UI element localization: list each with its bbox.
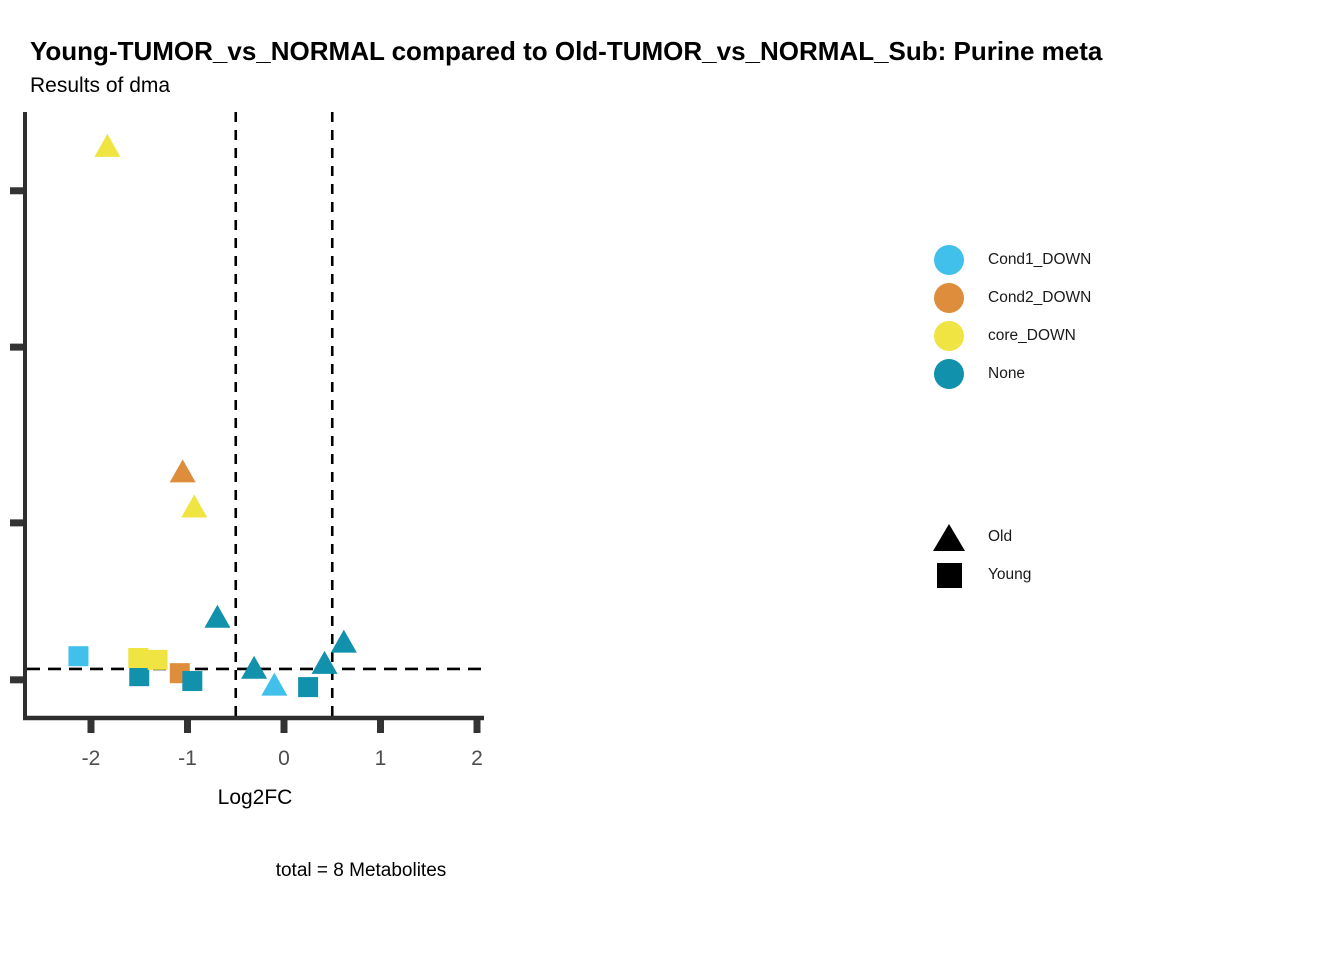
data-point-triangle: [261, 672, 288, 696]
data-point-triangle: [330, 629, 357, 653]
data-point-square: [298, 677, 319, 698]
legend-color-swatch: [934, 283, 964, 313]
color-legend-row: core_DOWN: [934, 317, 1091, 355]
data-point-square: [182, 671, 203, 692]
square-icon: [934, 562, 964, 588]
x-axis-title: Log2FC: [217, 786, 293, 809]
data-point-square: [68, 646, 89, 667]
shape-legend-row: Young: [934, 556, 1031, 594]
data-point-triangle: [94, 133, 121, 157]
plot-caption: total = 8 Metabolites: [275, 860, 447, 881]
shape-legend-row: Old: [933, 518, 1031, 556]
x-tick-label: 0: [278, 747, 290, 770]
legend-color-swatch: [934, 359, 964, 389]
x-tick-label: -2: [82, 747, 101, 770]
legend-label: Cond2_DOWN: [988, 289, 1092, 306]
plot-subtitle: Results of dma: [30, 74, 171, 97]
plot-title: Young-TUMOR_vs_NORMAL compared to Old-TU…: [30, 36, 1103, 66]
data-point-triangle: [181, 494, 208, 518]
legend-label: core_DOWN: [988, 327, 1076, 344]
legend-label: Cond1_DOWN: [988, 251, 1092, 268]
data-point-square: [128, 648, 149, 669]
data-point-triangle: [311, 650, 338, 674]
data-point-triangle: [204, 604, 231, 628]
legend-label: Old: [988, 528, 1013, 545]
scatter-panel: -2 -1 0 1 2: [10, 112, 484, 770]
color-legend: Cond1_DOWN Cond2_DOWN core_DOWN None: [934, 241, 1091, 393]
legend-label: Young: [988, 566, 1032, 583]
x-tick-label: 2: [471, 747, 483, 770]
color-legend-row: None: [934, 355, 1091, 393]
shape-legend: Old Young: [933, 518, 1031, 594]
legend-label: None: [988, 365, 1026, 382]
data-point-triangle: [241, 655, 268, 679]
legend-color-swatch: [934, 245, 964, 275]
data-point-triangle: [169, 459, 196, 483]
legend-color-swatch: [934, 321, 964, 351]
color-legend-row: Cond2_DOWN: [934, 279, 1091, 317]
color-legend-row: Cond1_DOWN: [934, 241, 1091, 279]
triangle-icon: [933, 523, 965, 551]
x-tick-label: 1: [375, 747, 387, 770]
x-tick-label: -1: [178, 747, 197, 770]
data-point-square: [129, 666, 150, 687]
data-point-square: [147, 649, 168, 670]
